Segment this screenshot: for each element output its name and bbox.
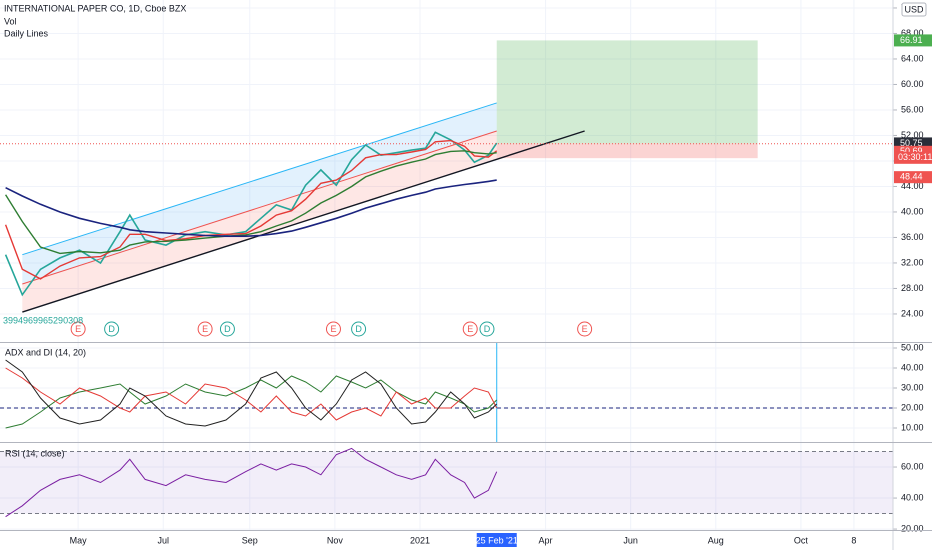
y-tick-label: 40.00 <box>901 362 924 372</box>
event-marker <box>351 321 367 337</box>
event-label: D <box>484 324 491 334</box>
series-line <box>5 447 498 518</box>
series-line <box>4 131 498 297</box>
y-tick-label: 10.00 <box>901 422 924 432</box>
price-label: 50.69 <box>900 146 923 156</box>
series-line <box>5 179 497 237</box>
annotation: 3994969965290308 <box>3 315 83 325</box>
channel-upper <box>22 102 497 256</box>
x-tick-label: Sep <box>242 535 258 545</box>
channel-lower-fill <box>22 130 497 313</box>
subtitle: Vol <box>4 16 17 26</box>
event-marker <box>219 321 235 337</box>
event-marker <box>70 321 86 337</box>
x-tick-label: Nov <box>327 535 344 545</box>
countdown: 03:30:11 <box>898 152 932 162</box>
profit-zone <box>496 40 758 144</box>
price-label: 66.91 <box>900 35 923 45</box>
x-tick-label: 2021 <box>410 535 430 545</box>
price-label: 48.44 <box>900 172 923 182</box>
y-tick-label: 24.00 <box>901 308 924 318</box>
y-tick-label: 36.00 <box>901 232 924 242</box>
crosshair-date: 25 Feb '21 <box>476 535 518 545</box>
y-tick-label: 60.00 <box>901 461 924 471</box>
series-line <box>5 367 498 421</box>
y-tick-label: 50.00 <box>901 342 924 352</box>
event-label: D <box>355 324 362 334</box>
series-line <box>5 150 497 255</box>
event-label: E <box>202 324 208 334</box>
x-tick-label: Jun <box>623 535 638 545</box>
y-tick-label: 64.00 <box>901 53 924 63</box>
y-tick-label: 32.00 <box>901 257 924 267</box>
y-tick-label: 28.00 <box>901 283 924 293</box>
x-tick-label: Jul <box>157 535 169 545</box>
y-tick-label: 20.00 <box>901 523 924 533</box>
y-tick-label: 40.00 <box>901 206 924 216</box>
event-marker <box>479 321 495 337</box>
series-line <box>5 359 498 427</box>
event-label: D <box>224 324 231 334</box>
series-line <box>4 139 498 280</box>
x-tick-label: 8 <box>851 535 856 545</box>
crosshair-date-box <box>476 533 517 547</box>
x-tick-label: May <box>70 535 88 545</box>
event-label: E <box>467 324 473 334</box>
subtitle: Daily Lines <box>4 28 49 38</box>
y-tick-label: 44.00 <box>901 181 924 191</box>
y-tick-label: 56.00 <box>901 104 924 114</box>
pane-title: ADX and DI (14, 20) <box>5 347 86 357</box>
channel-middle <box>22 130 497 285</box>
event-label: E <box>582 324 588 334</box>
event-marker <box>197 321 213 337</box>
x-tick-label: Apr <box>539 535 553 545</box>
y-tick-label: 68.00 <box>901 28 924 38</box>
countdown-box <box>894 151 932 164</box>
event-label: E <box>75 324 81 334</box>
y-tick-label: 52.00 <box>901 130 924 140</box>
event-marker <box>325 321 341 337</box>
event-marker <box>462 321 478 337</box>
event-label: D <box>108 324 115 334</box>
event-marker <box>104 321 120 337</box>
channel-lower <box>22 130 585 313</box>
price-label-box <box>894 171 932 184</box>
event-label: E <box>330 324 336 334</box>
price-label-box <box>894 34 932 47</box>
pane-title: RSI (14, close) <box>5 448 65 458</box>
rsi-band <box>0 451 893 514</box>
chart-title: INTERNATIONAL PAPER CO, 1D, Cboe BZX <box>4 3 186 13</box>
loss-zone <box>496 143 758 159</box>
price-label: 50.75 <box>900 138 923 148</box>
channel-upper-fill <box>22 102 497 284</box>
y-tick-label: 30.00 <box>901 382 924 392</box>
y-tick-label: 40.00 <box>901 492 924 502</box>
event-marker <box>577 321 593 337</box>
x-tick-label: Aug <box>708 535 724 545</box>
currency: USD <box>904 4 924 14</box>
currency-box[interactable] <box>901 2 927 17</box>
y-tick-label: 20.00 <box>901 402 924 412</box>
x-tick-label: Oct <box>794 535 809 545</box>
series-line <box>5 375 498 429</box>
y-tick-label: 60.00 <box>901 79 924 89</box>
